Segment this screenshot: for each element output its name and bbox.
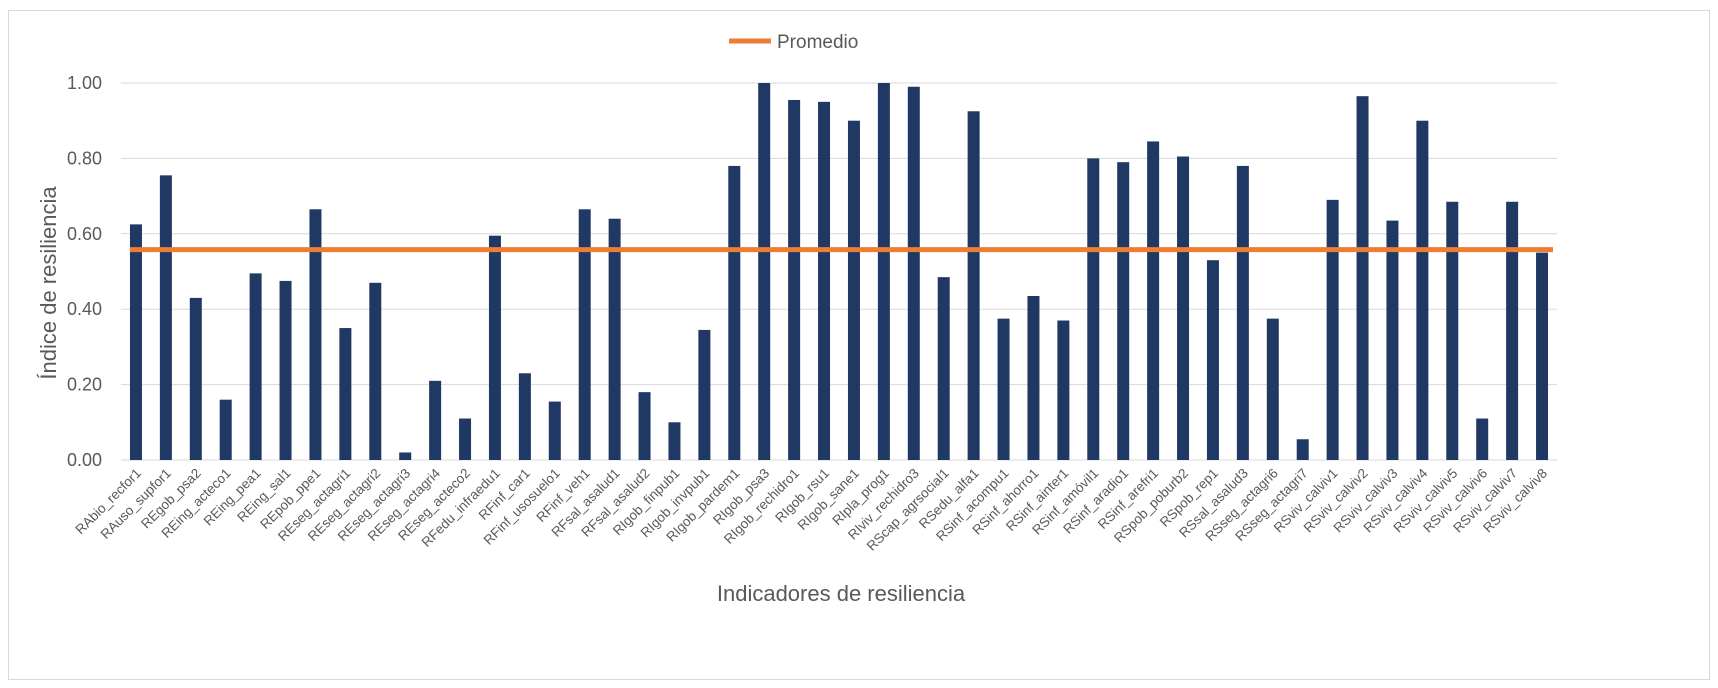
y-tick-label: 0.80 (67, 148, 102, 168)
y-tick-label: 0.60 (67, 224, 102, 244)
bar (518, 373, 531, 460)
bar (997, 318, 1010, 460)
bar (608, 218, 621, 460)
bar (1236, 165, 1249, 460)
bar (937, 277, 950, 460)
gridlines (121, 82, 1557, 461)
bar (249, 273, 262, 460)
bar (967, 111, 980, 461)
bar (369, 282, 382, 460)
legend-label-promedio: Promedio (777, 32, 858, 53)
bar (1506, 201, 1519, 460)
bar (758, 83, 771, 460)
y-tick-label: 1.00 (67, 73, 102, 93)
bar (1446, 201, 1459, 460)
bar (1206, 260, 1219, 460)
x-axis-labels: RAbio_recfor1RAuso_supfor1REgob_psa2REin… (72, 465, 1550, 553)
bar (578, 209, 591, 460)
bar (1476, 418, 1489, 460)
bar (548, 401, 561, 460)
bar (818, 101, 831, 460)
bar (1326, 199, 1339, 460)
bar (309, 209, 322, 460)
bar (1416, 120, 1429, 460)
bar (1117, 162, 1130, 461)
bar-chart: 0.00 0.20 0.40 0.60 0.80 1.00 RAbio_recfor1RA… (36, 32, 1557, 606)
bar (488, 235, 501, 460)
bar (1386, 220, 1399, 460)
y-axis-ticks: 0.00 0.20 0.40 0.60 0.80 1.00 (67, 73, 102, 470)
bar (698, 329, 711, 460)
bar (1057, 320, 1070, 460)
bar (907, 86, 920, 461)
bar (129, 224, 142, 460)
bar (159, 175, 172, 461)
bar (459, 418, 472, 460)
bar (1087, 158, 1100, 460)
y-tick-label: 0.20 (67, 375, 102, 395)
bars (129, 83, 1549, 461)
bar (668, 422, 681, 460)
bar (638, 392, 651, 460)
bar (847, 120, 860, 460)
bar (1027, 296, 1040, 460)
bar (1177, 156, 1190, 460)
y-tick-label: 0.00 (67, 450, 102, 470)
bar (1147, 141, 1160, 460)
bar (788, 99, 801, 460)
y-axis-title: Índice de resiliencia (36, 186, 61, 380)
bar (1296, 439, 1309, 460)
bar (1536, 252, 1549, 460)
bar (339, 328, 352, 460)
chart-frame: 0.00 0.20 0.40 0.60 0.80 1.00 RAbio_recfor1 RA… (8, 10, 1710, 680)
bar (728, 165, 741, 460)
bar (399, 452, 412, 460)
y-tick-label: 0.40 (67, 299, 102, 319)
bar (189, 297, 202, 460)
legend: Promedio (729, 32, 858, 53)
bar (429, 380, 442, 460)
bar (877, 83, 890, 460)
bar (1266, 318, 1279, 460)
bar (1356, 96, 1369, 460)
bar (279, 280, 292, 460)
bar (219, 399, 232, 460)
x-axis-title: Indicadores de resiliencia (717, 581, 966, 606)
